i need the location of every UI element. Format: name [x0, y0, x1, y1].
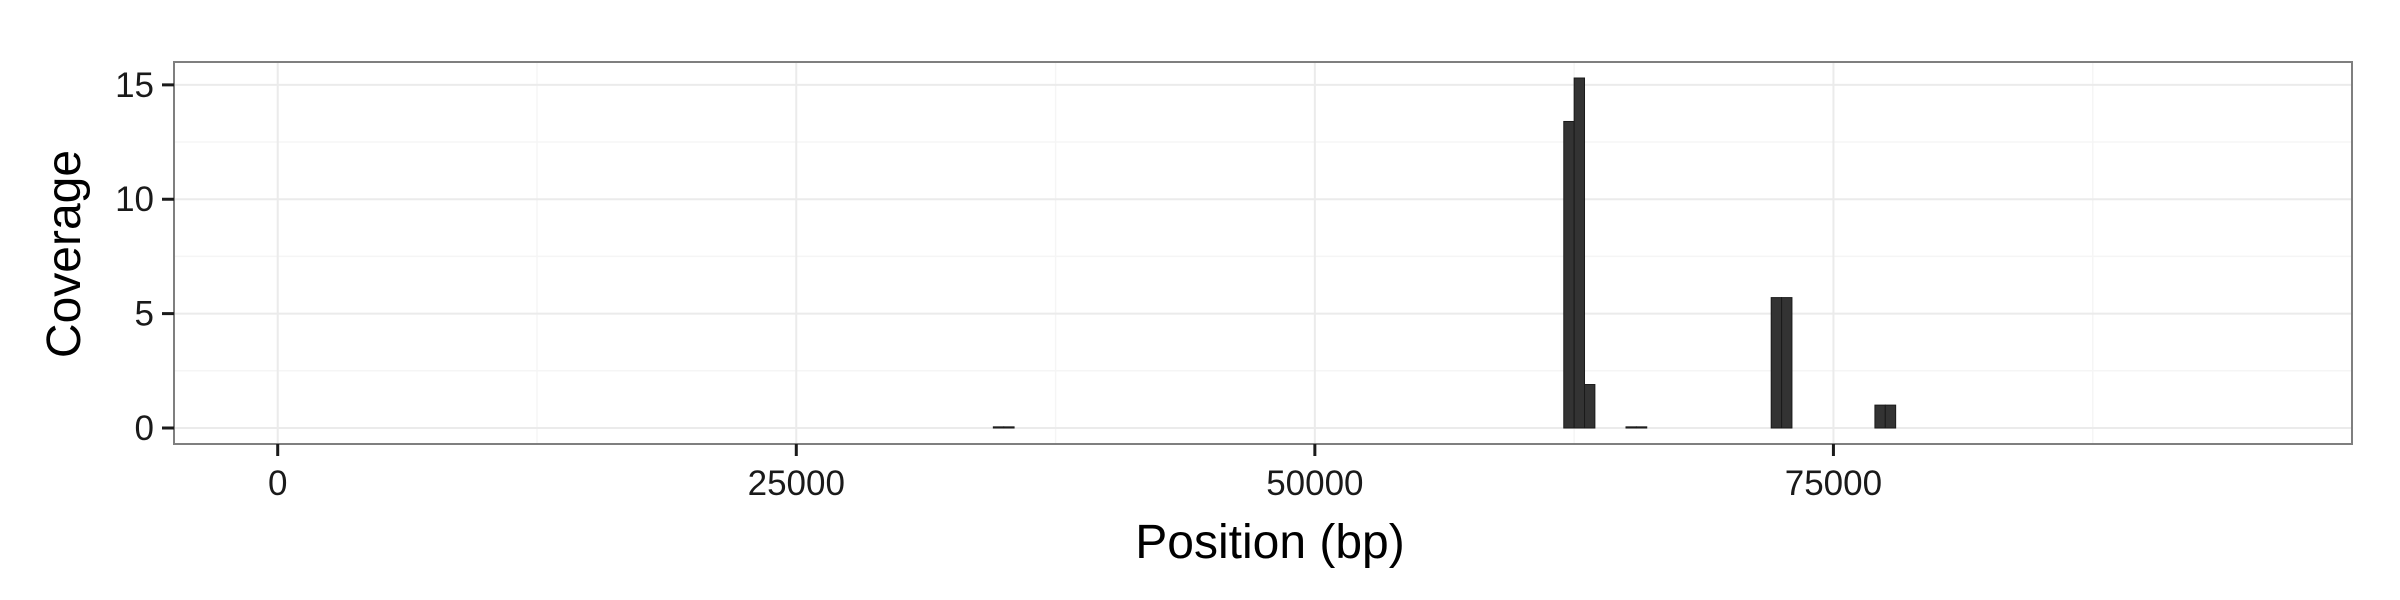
y-axis-title: Coverage — [38, 150, 91, 358]
coverage-bar — [1584, 384, 1596, 429]
coverage-bar — [1874, 404, 1886, 429]
coverage-bar — [1573, 77, 1586, 429]
coverage-bar — [1563, 120, 1575, 429]
y-tick-label: 0 — [135, 409, 154, 448]
x-tick-labels: 0 25000 50000 75000 — [268, 464, 1882, 503]
y-tick-labels: 0 5 10 15 — [115, 66, 154, 448]
coverage-bar — [1635, 426, 1648, 429]
coverage-bar — [1625, 426, 1637, 429]
coverage-bar — [1884, 404, 1897, 429]
x-tick-label: 25000 — [748, 464, 845, 503]
y-tick-label: 5 — [135, 295, 154, 334]
panel-border — [173, 61, 2353, 445]
y-tick-label: 15 — [115, 66, 154, 105]
x-tick-label: 0 — [268, 464, 287, 503]
y-tick-label: 10 — [115, 180, 154, 219]
bars — [992, 77, 1897, 429]
panel-background — [174, 62, 2352, 444]
grid-lines — [174, 62, 2352, 444]
x-axis-title: Position (bp) — [1135, 516, 1404, 569]
x-tick-label: 50000 — [1266, 464, 1363, 503]
coverage-bar — [992, 426, 1005, 429]
coverage-bar — [1781, 297, 1793, 429]
coverage-bar — [1003, 426, 1015, 429]
axis-ticks — [162, 83, 1835, 456]
coverage-bar — [1770, 297, 1783, 429]
x-tick-label: 75000 — [1785, 464, 1882, 503]
